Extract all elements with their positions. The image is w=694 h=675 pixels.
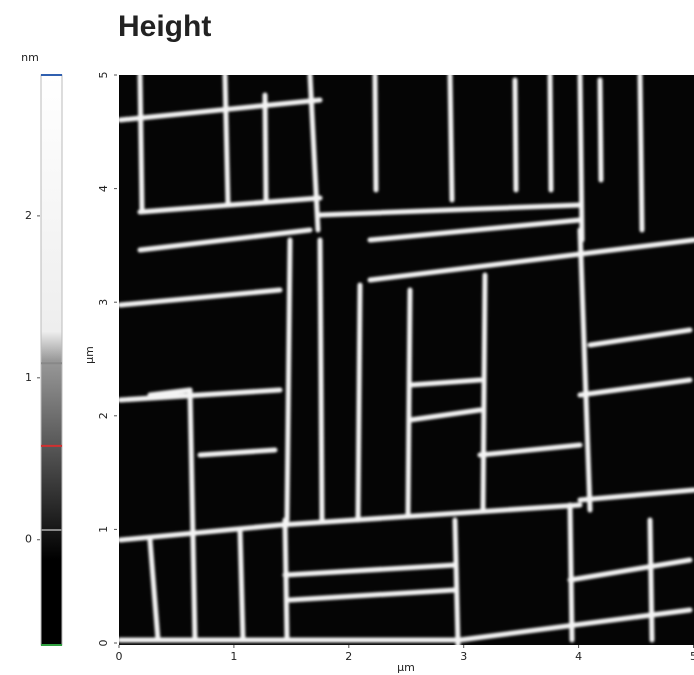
y-tick-label: 5: [97, 72, 110, 79]
colorbar-tick-label: 1: [25, 371, 32, 384]
height-image: [119, 75, 694, 645]
colorbar: [41, 75, 62, 645]
colorbar-tick-label: 2: [25, 209, 32, 222]
x-tick-label: 1: [230, 650, 237, 663]
y-tick-label: 4: [97, 185, 110, 192]
y-tick-label: 3: [97, 299, 110, 306]
y-tick-label: 0: [97, 640, 110, 647]
y-axis-label: μm: [83, 346, 96, 364]
x-tick-label: 4: [575, 650, 582, 663]
x-tick-label: 0: [116, 650, 123, 663]
y-tick-label: 2: [97, 412, 110, 419]
colorbar-gradient: [41, 75, 62, 645]
x-tick-label: 2: [345, 650, 352, 663]
x-axis-label: μm: [397, 661, 415, 674]
colorbar-tick-label: 0: [25, 533, 32, 546]
y-tick-label: 1: [97, 526, 110, 533]
x-tick-label: 3: [460, 650, 467, 663]
x-tick-label: 5: [690, 650, 694, 663]
colorbar-label: nm: [21, 51, 39, 64]
chart-title: Height: [118, 10, 211, 43]
afm-view: Height μm μm nm 0 1 2 3 4 5 0 1 2 3 4 5 0 1 2: [0, 0, 694, 675]
